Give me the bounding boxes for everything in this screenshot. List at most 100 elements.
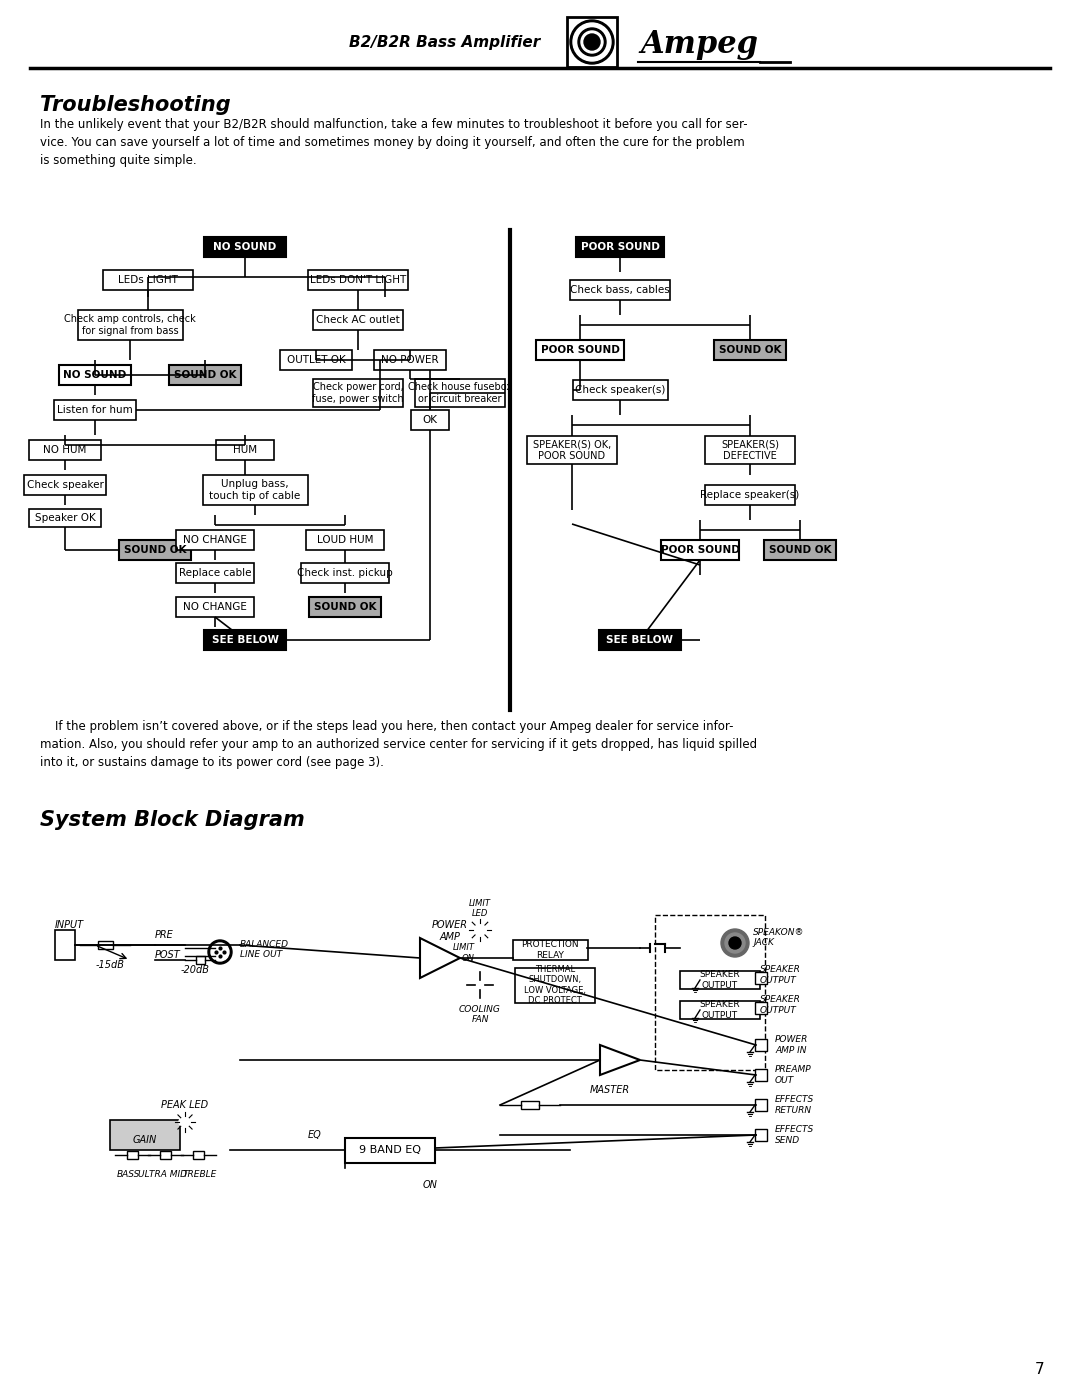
Text: PRE: PRE	[156, 930, 174, 940]
FancyBboxPatch shape	[110, 1120, 180, 1150]
FancyBboxPatch shape	[680, 1002, 760, 1018]
Circle shape	[475, 925, 485, 935]
FancyBboxPatch shape	[513, 940, 588, 960]
FancyBboxPatch shape	[570, 279, 670, 300]
Text: Check speaker(s): Check speaker(s)	[575, 386, 665, 395]
Text: SOUND OK: SOUND OK	[314, 602, 376, 612]
Text: B2/B2R Bass Amplifier: B2/B2R Bass Amplifier	[349, 35, 540, 49]
Text: Replace cable: Replace cable	[179, 569, 252, 578]
Text: PREAMP
OUT: PREAMP OUT	[775, 1066, 812, 1084]
Circle shape	[473, 923, 487, 937]
Text: System Block Diagram: System Block Diagram	[40, 810, 305, 830]
FancyBboxPatch shape	[411, 409, 449, 430]
Text: Check house fusebox
or circuit breaker: Check house fusebox or circuit breaker	[408, 383, 512, 404]
Circle shape	[581, 31, 603, 53]
FancyBboxPatch shape	[160, 1151, 171, 1160]
FancyBboxPatch shape	[55, 930, 75, 960]
Text: EQ: EQ	[308, 1130, 322, 1140]
Text: SPEAKON®
JACK: SPEAKON® JACK	[753, 928, 805, 947]
FancyBboxPatch shape	[536, 339, 624, 360]
FancyBboxPatch shape	[308, 270, 408, 291]
Text: ULTRA MID: ULTRA MID	[137, 1171, 187, 1179]
FancyBboxPatch shape	[97, 942, 112, 949]
Text: OUTLET OK: OUTLET OK	[286, 355, 346, 365]
Text: SPEAKER
OUTPUT: SPEAKER OUTPUT	[760, 965, 801, 985]
FancyBboxPatch shape	[755, 972, 767, 983]
Text: SEE BELOW: SEE BELOW	[212, 636, 279, 645]
Text: POWER
AMP IN: POWER AMP IN	[775, 1035, 808, 1055]
Text: LIMIT
ON: LIMIT ON	[453, 943, 475, 963]
FancyBboxPatch shape	[54, 400, 136, 420]
Text: Check AC outlet: Check AC outlet	[316, 314, 400, 326]
Text: If the problem isn’t covered above, or if the steps lead you here, then contact : If the problem isn’t covered above, or i…	[40, 719, 757, 768]
FancyBboxPatch shape	[599, 630, 681, 650]
FancyBboxPatch shape	[764, 541, 836, 560]
Text: INPUT: INPUT	[55, 921, 84, 930]
Text: COOLING
FAN: COOLING FAN	[459, 1004, 501, 1024]
FancyBboxPatch shape	[306, 529, 384, 550]
Text: BALANCED
LINE OUT: BALANCED LINE OUT	[240, 940, 289, 960]
Text: PEAK LED: PEAK LED	[161, 1099, 208, 1111]
Text: In the unlikely event that your B2/B2R should malfunction, take a few minutes to: In the unlikely event that your B2/B2R s…	[40, 117, 747, 168]
FancyBboxPatch shape	[313, 310, 403, 330]
Text: TREBLE: TREBLE	[183, 1171, 217, 1179]
Circle shape	[729, 937, 741, 949]
Circle shape	[570, 20, 615, 64]
Text: Unplug bass,
touch tip of cable: Unplug bass, touch tip of cable	[210, 479, 300, 500]
FancyBboxPatch shape	[176, 563, 254, 583]
Text: -20dB: -20dB	[180, 965, 210, 975]
FancyBboxPatch shape	[755, 1099, 767, 1111]
Text: SPEAKER
OUTPUT: SPEAKER OUTPUT	[760, 995, 801, 1014]
FancyBboxPatch shape	[24, 475, 106, 495]
Text: POWER
AMP: POWER AMP	[432, 921, 468, 942]
Text: EFFECTS
RETURN: EFFECTS RETURN	[775, 1095, 814, 1115]
FancyBboxPatch shape	[527, 436, 617, 464]
Text: NO CHANGE: NO CHANGE	[184, 602, 247, 612]
FancyBboxPatch shape	[204, 237, 286, 257]
Text: Replace speaker(s): Replace speaker(s)	[700, 490, 799, 500]
Text: BASS: BASS	[117, 1171, 139, 1179]
Circle shape	[578, 28, 606, 56]
Text: PROTECTION
RELAY: PROTECTION RELAY	[522, 940, 579, 960]
FancyBboxPatch shape	[345, 1137, 435, 1162]
FancyBboxPatch shape	[119, 541, 191, 560]
Text: SOUND OK: SOUND OK	[719, 345, 781, 355]
FancyBboxPatch shape	[216, 440, 274, 460]
Text: SEE BELOW: SEE BELOW	[607, 636, 674, 645]
FancyBboxPatch shape	[755, 1069, 767, 1081]
FancyBboxPatch shape	[59, 365, 131, 386]
FancyBboxPatch shape	[127, 1151, 138, 1160]
FancyBboxPatch shape	[515, 968, 595, 1003]
FancyBboxPatch shape	[103, 270, 193, 291]
Text: SPEAKER(S) OK,
POOR SOUND: SPEAKER(S) OK, POOR SOUND	[532, 439, 611, 461]
FancyBboxPatch shape	[374, 351, 446, 370]
Text: POOR SOUND: POOR SOUND	[661, 545, 740, 555]
Text: NO HUM: NO HUM	[43, 446, 86, 455]
FancyBboxPatch shape	[415, 379, 505, 407]
FancyBboxPatch shape	[280, 351, 352, 370]
Circle shape	[573, 22, 611, 61]
Text: LEDs LIGHT: LEDs LIGHT	[118, 275, 178, 285]
Text: HUM: HUM	[233, 446, 257, 455]
Text: NO SOUND: NO SOUND	[214, 242, 276, 251]
Circle shape	[721, 929, 750, 957]
Circle shape	[211, 943, 229, 961]
Text: LEDs DON'T LIGHT: LEDs DON'T LIGHT	[310, 275, 406, 285]
Text: Check power cord,
fuse, power switch: Check power cord, fuse, power switch	[312, 383, 404, 404]
Circle shape	[208, 940, 232, 964]
Text: MASTER: MASTER	[590, 1085, 630, 1095]
Circle shape	[584, 34, 600, 50]
FancyBboxPatch shape	[661, 541, 739, 560]
Text: Check inst. pickup: Check inst. pickup	[297, 569, 393, 578]
FancyBboxPatch shape	[572, 380, 667, 400]
Text: NO SOUND: NO SOUND	[64, 370, 126, 380]
FancyBboxPatch shape	[193, 1151, 204, 1160]
FancyBboxPatch shape	[176, 529, 254, 550]
Text: 7: 7	[1036, 1362, 1044, 1377]
FancyBboxPatch shape	[78, 310, 183, 339]
Text: NO POWER: NO POWER	[381, 355, 438, 365]
Text: NO CHANGE: NO CHANGE	[184, 535, 247, 545]
FancyBboxPatch shape	[705, 436, 795, 464]
FancyBboxPatch shape	[714, 339, 786, 360]
Text: SOUND OK: SOUND OK	[769, 545, 832, 555]
